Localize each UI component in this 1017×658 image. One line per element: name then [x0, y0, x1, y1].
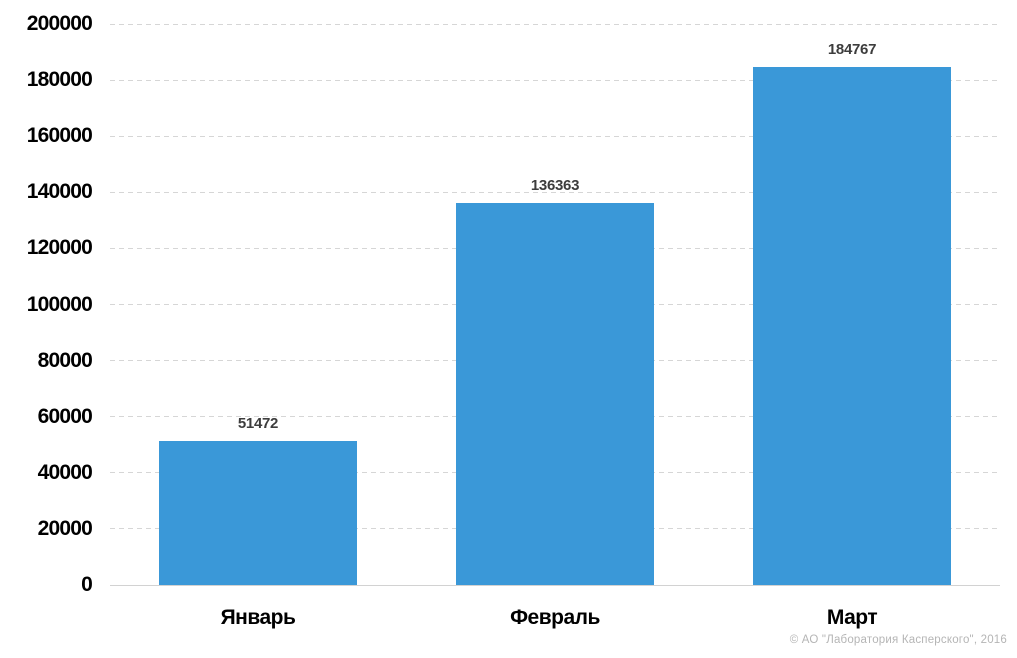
y-axis-tick-label: 180000	[26, 68, 93, 92]
gridline	[110, 191, 1000, 193]
bar-value-label: 184767	[827, 41, 877, 58]
x-axis-category-label: Январь	[220, 606, 296, 629]
y-axis-tick-label: 120000	[26, 236, 93, 260]
y-axis-tick-label: 100000	[26, 292, 93, 316]
y-axis-tick-label: 40000	[37, 460, 93, 484]
bar-3	[753, 67, 951, 585]
y-axis-tick-label: 60000	[37, 404, 93, 428]
x-axis-baseline	[110, 585, 1000, 586]
y-axis-tick-label: 160000	[26, 124, 93, 148]
bar-value-label: 51472	[237, 415, 279, 432]
plot-area: 51472 136363 184767	[110, 23, 1000, 586]
bar-1	[159, 441, 357, 585]
x-axis-category-label: Февраль	[510, 606, 600, 629]
y-axis-tick-label: 140000	[26, 180, 93, 204]
bar-value-label: 136363	[530, 177, 580, 194]
gridline	[110, 23, 1000, 25]
x-axis-category-label: Март	[826, 606, 878, 629]
y-axis-tick-label: 80000	[37, 348, 93, 372]
y-axis-tick-label: 200000	[26, 12, 93, 35]
gridline	[110, 79, 1000, 81]
x-axis: Январь Февраль Март	[110, 602, 1000, 634]
y-axis-tick-label: 20000	[37, 516, 93, 540]
y-axis: 0 20000 40000 60000 80000 100000 120000 140000 1…	[0, 0, 93, 658]
copyright-text: © АО "Лаборатория Касперского", 2016	[789, 634, 1007, 646]
bar-2	[456, 203, 654, 585]
y-axis-tick-label: 0	[81, 573, 93, 596]
gridline	[110, 135, 1000, 137]
